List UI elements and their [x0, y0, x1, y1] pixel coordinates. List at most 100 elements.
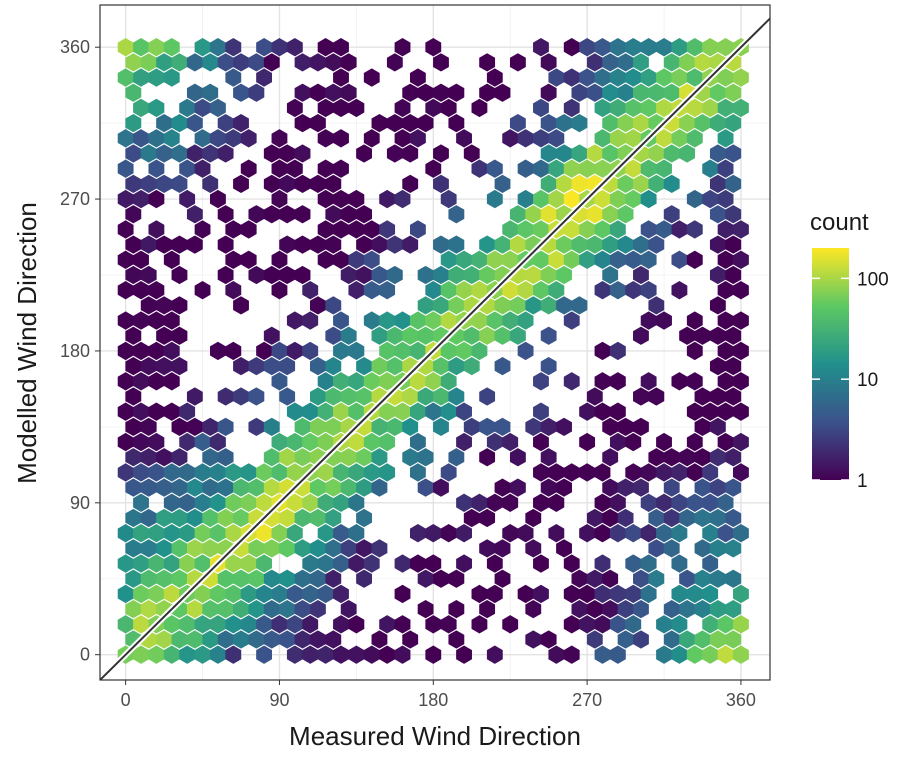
hex-cell: [279, 205, 296, 224]
hex-cell: [433, 235, 449, 254]
hex-cell: [733, 463, 749, 482]
hex-cell: [294, 144, 311, 163]
hex-cell: [356, 508, 372, 528]
hex-cell: [386, 417, 403, 437]
hex-cell: [271, 129, 288, 148]
hex-cell: [217, 508, 234, 528]
hex-cell: [125, 113, 142, 133]
hex-cell: [233, 174, 249, 194]
hex-cell: [163, 129, 180, 148]
hex-cell: [579, 68, 596, 87]
hex-cell: [217, 599, 234, 619]
hex-cell: [702, 189, 719, 209]
hex-cell: [386, 113, 403, 133]
hex-cell: [279, 539, 296, 558]
hex-cell: [609, 68, 626, 87]
hex-cell: [686, 311, 703, 330]
hex-cell: [240, 159, 257, 178]
hex-cell: [571, 144, 588, 163]
hex-cell: [179, 524, 196, 543]
hex-cell: [440, 463, 457, 482]
hex-cell: [371, 113, 388, 133]
hex-cell: [563, 68, 580, 87]
hex-cell: [709, 83, 726, 102]
hex-cell: [517, 281, 534, 300]
hex-cell: [479, 326, 496, 345]
hex-cell: [148, 281, 165, 300]
hex-cell: [556, 174, 572, 194]
hex-cell: [625, 281, 642, 300]
x-axis-ticks: 0 90 180 270 360: [121, 680, 756, 710]
hex-cell: [602, 144, 619, 163]
hex-cell: [248, 205, 265, 224]
hex-cell: [609, 341, 626, 361]
hex-cell: [671, 38, 688, 57]
hex-cell: [433, 53, 449, 72]
hex-cell: [733, 68, 749, 87]
hex-cell: [448, 448, 465, 467]
hex-cell: [117, 68, 134, 87]
hex-cell: [433, 144, 449, 163]
hex-cell: [225, 645, 242, 664]
hex-cell: [163, 311, 180, 330]
hex-cell: [686, 98, 703, 118]
hex-cell: [225, 493, 242, 512]
hex-cell: [556, 417, 572, 437]
hex-cell: [717, 98, 734, 118]
hex-cell: [725, 599, 742, 619]
hex-cell: [448, 387, 465, 406]
hex-cell: [117, 250, 134, 269]
hex-cell: [125, 356, 142, 376]
hex-cell: [248, 417, 265, 437]
hex-cell: [509, 113, 526, 133]
hex-cell: [463, 417, 480, 437]
hex-cell: [625, 432, 642, 452]
hex-cell: [317, 250, 334, 269]
hex-cell: [594, 645, 611, 664]
hex-cell: [186, 205, 203, 224]
hex-cell: [594, 341, 611, 361]
hex-cell: [709, 174, 726, 194]
hex-cell: [433, 417, 449, 437]
hex-cell: [717, 615, 734, 634]
hex-cell: [117, 281, 134, 300]
hex-cell: [333, 463, 349, 482]
hex-cell: [133, 402, 149, 421]
hex-cell: [640, 493, 657, 512]
hex-cell: [517, 129, 534, 148]
hex-cell: [671, 250, 688, 269]
hex-cell: [286, 615, 303, 634]
hex-cell: [725, 539, 742, 558]
hex-cell: [194, 524, 211, 543]
hex-cell: [709, 569, 726, 588]
hex-cell: [179, 189, 196, 209]
hex-cell: [594, 493, 611, 512]
hex-cell: [640, 554, 657, 573]
hex-cell: [579, 615, 596, 634]
hex-cell: [271, 372, 288, 391]
hex-cell: [594, 250, 611, 269]
hex-cell: [271, 615, 288, 634]
hex-cell: [663, 599, 680, 619]
hex-cell: [525, 205, 542, 224]
hex-cell: [533, 554, 549, 573]
hex-cell: [356, 448, 372, 467]
hex-cell: [717, 159, 734, 178]
hex-cell: [686, 129, 703, 148]
hex-cell: [609, 281, 626, 300]
hex-cell: [479, 448, 496, 467]
hex-cell: [648, 144, 665, 163]
hex-cell: [686, 402, 703, 421]
hex-cell: [171, 174, 188, 194]
hex-cell: [379, 341, 396, 361]
hex-cell: [602, 205, 619, 224]
hex-cell: [517, 159, 534, 178]
hex-cell: [133, 372, 149, 391]
hex-cell: [217, 448, 234, 467]
hex-cell: [486, 250, 503, 269]
hex-cell: [325, 630, 342, 649]
hex-cell: [233, 53, 249, 72]
hex-cell: [402, 174, 419, 194]
hex-cell: [594, 402, 611, 421]
hex-cell: [617, 630, 634, 649]
